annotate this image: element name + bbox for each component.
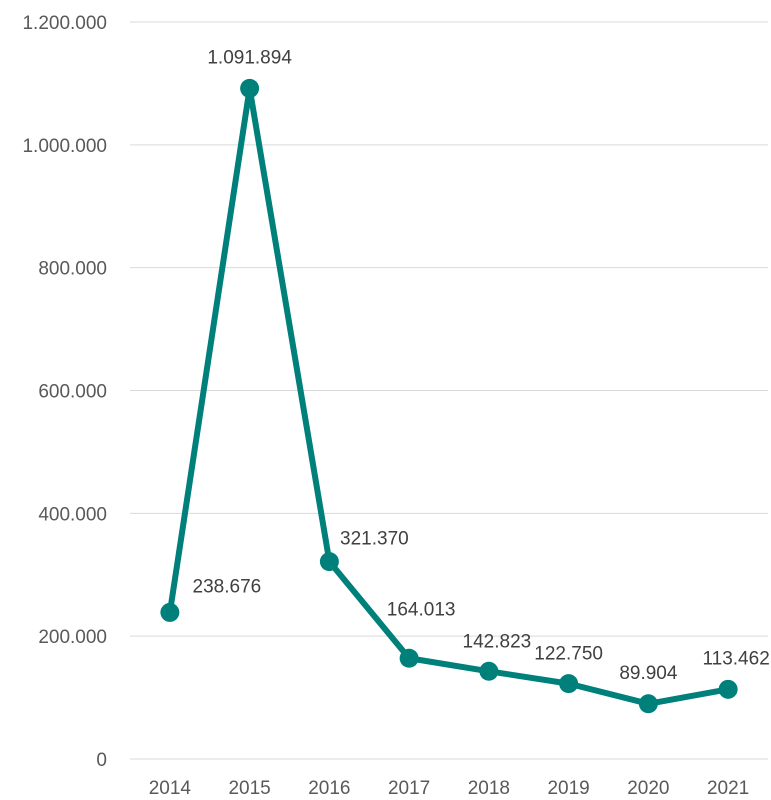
- y-tick-label-5: 1.000.000: [22, 136, 107, 157]
- y-tick-label-6: 1.200.000: [22, 13, 107, 34]
- data-point-2014: [160, 602, 180, 622]
- x-tick-label-2021: 2021: [707, 778, 749, 799]
- y-tick-label-2: 400.000: [38, 504, 107, 525]
- y-tick-label-1: 200.000: [38, 627, 107, 648]
- y-tick-label-0: 0: [96, 750, 107, 771]
- data-label-2018: 142.823: [463, 631, 532, 652]
- data-point-2019: [559, 674, 579, 694]
- y-tick-label-4: 800.000: [38, 259, 107, 280]
- x-tick-label-2019: 2019: [547, 778, 589, 799]
- y-tick-label-3: 600.000: [38, 382, 107, 403]
- data-point-2017: [399, 648, 419, 668]
- y-axis-tick-labels: 0 200.000 400.000 600.000 800.000 1.000.000 1.…: [22, 13, 107, 771]
- x-tick-label-2014: 2014: [149, 778, 192, 799]
- x-tick-label-2020: 2020: [627, 778, 669, 799]
- grid-lines: [130, 21, 768, 760]
- data-point-2020: [638, 694, 658, 714]
- x-tick-label-2015: 2015: [228, 778, 270, 799]
- series-line: [166, 85, 732, 707]
- data-label-2016: 321.370: [340, 529, 409, 550]
- data-label-2017: 164.013: [387, 599, 456, 620]
- data-labels: 238.676 1.091.894 321.370 164.013 142.823122…: [193, 47, 770, 683]
- x-tick-label-2018: 2018: [468, 778, 510, 799]
- data-points: [160, 78, 738, 714]
- data-label-2014: 238.676: [193, 576, 262, 597]
- series-line-group: [166, 85, 732, 707]
- data-point-2016: [319, 552, 339, 572]
- data-point-2018: [479, 661, 499, 681]
- x-axis-tick-labels: 2014 2015 2016 2017 2018 2019 2020 2021: [149, 778, 750, 799]
- data-point-2015: [240, 78, 260, 98]
- data-label-2019: 122.750: [534, 644, 603, 665]
- data-label-2015: 1.091.894: [207, 47, 292, 68]
- x-tick-label-2017: 2017: [388, 778, 430, 799]
- x-tick-label-2016: 2016: [308, 778, 350, 799]
- data-label-2020: 89.904: [619, 663, 678, 684]
- data-point-2021: [718, 679, 738, 699]
- data-label-2021: 113.462: [702, 648, 769, 669]
